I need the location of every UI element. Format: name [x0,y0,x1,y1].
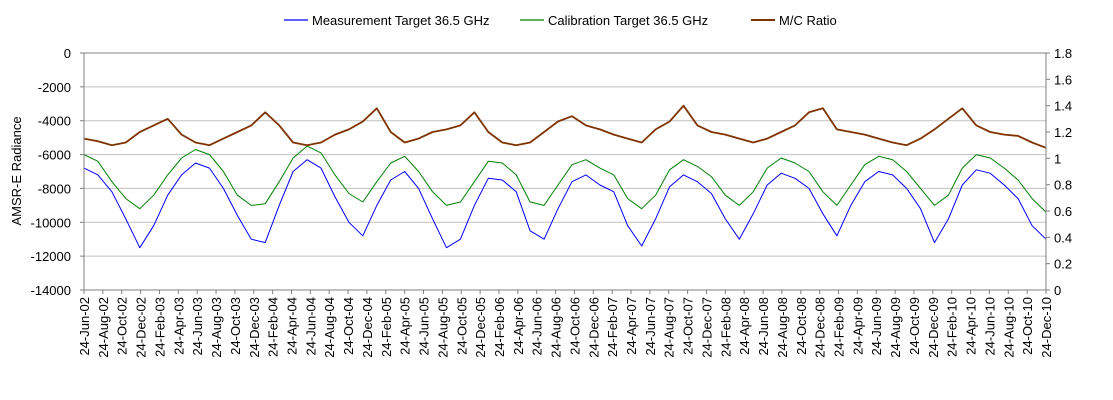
y-tick-label: 0 [64,46,71,61]
x-axis: 24-Jun-02 24-Aug-02 24-Oct-02 24-Dec-02 24-F… [77,290,1054,358]
y2-tick-label: 0 [1054,283,1061,298]
x-tick-label: 24-Feb-08 [718,297,733,357]
y2-tick-label: 1 [1054,151,1061,166]
series-group [83,104,1047,249]
y-tick-label: -8000 [38,181,71,196]
x-tick-label: 24-Aug-07 [662,297,677,358]
x-tick-label: 24-Dec-05 [473,297,488,358]
x-tick-label: 24-Jun-06 [530,297,545,356]
legend: Measurement Target 36.5 GHz Calibration … [284,13,837,28]
x-tick-label: 24-Apr-06 [511,297,526,355]
y2-tick-label: 1.4 [1054,99,1072,114]
x-tick-label: 24-Feb-03 [152,297,167,357]
x-tick-label: 24-Aug-02 [96,297,111,358]
y-tick-label: -6000 [38,148,71,163]
x-tick-label: 24-Apr-08 [737,297,752,355]
x-tick-label: 24-Apr-10 [964,297,979,355]
plot-area-frame [83,52,1047,291]
x-tick-label: 24-Oct-04 [341,297,356,355]
x-tick-label: 24-Dec-03 [247,297,262,358]
x-tick-label: 24-Oct-06 [567,297,582,355]
y2-tick-label: 0.8 [1054,178,1072,193]
y2-tick-label: 1.6 [1054,72,1072,87]
y-tick-label: -10000 [31,215,71,230]
x-tick-label: 24-Dec-07 [699,297,714,358]
y2-tick-label: 1.8 [1054,46,1072,61]
x-tick-label: 24-Dec-10 [1039,297,1054,358]
x-tick-label: 24-Feb-06 [492,297,507,357]
x-tick-label: 24-Feb-09 [832,297,847,357]
x-tick-label: 24-Feb-10 [945,297,960,357]
x-tick-label: 24-Jun-03 [190,297,205,356]
x-tick-label: 24-Aug-04 [322,297,337,358]
x-tick-label: 24-Oct-09 [907,297,922,355]
x-tick-label: 24-Jun-09 [869,297,884,356]
x-tick-label: 24-Apr-07 [624,297,639,355]
x-tick-label: 24-Aug-10 [1001,297,1016,358]
y-axis-right: 1.8 1.6 1.4 1.2 1 0.8 0.6 0.4 0.2 0 [1046,46,1072,298]
x-tick-label: 24-Oct-10 [1020,297,1035,355]
x-tick-label: 24-Dec-09 [926,297,941,358]
x-tick-label: 24-Jun-07 [643,297,658,356]
y-axis-left: 0 -2000 -4000 -6000 -8000 -10000 -12000 -14000 [31,46,84,298]
y-axis-title: AMSR-E Radiance [9,116,24,225]
x-tick-label: 24-Aug-09 [888,297,903,358]
x-tick-label: 24-Feb-04 [266,297,281,357]
x-tick-label: 24-Aug-08 [775,297,790,358]
x-tick-label: 24-Aug-03 [209,297,224,358]
x-tick-label: 24-Jun-02 [77,297,92,356]
x-tick-label: 24-Jun-08 [756,297,771,356]
x-tick-label: 24-Dec-08 [813,297,828,358]
legend-label-calibration: Calibration Target 36.5 GHz [548,13,708,28]
x-tick-label: 24-Oct-08 [794,297,809,355]
x-tick-label: 24-Oct-02 [115,297,130,355]
y2-tick-label: 0.4 [1054,230,1072,245]
x-tick-label: 24-Apr-03 [171,297,186,355]
x-tick-label: 24-Dec-04 [360,297,375,358]
x-tick-label: 24-Oct-07 [681,297,696,355]
x-tick-label: 24-Jun-10 [982,297,997,356]
x-tick-label: 24-Feb-07 [605,297,620,357]
y2-tick-label: 0.2 [1054,257,1072,272]
x-tick-label: 24-Apr-04 [284,297,299,355]
series-line-measurement-target-36-5-ghz [83,159,1047,249]
x-tick-label: 24-Dec-02 [134,297,149,358]
y-tick-label: -4000 [38,114,71,129]
x-tick-label: 24-Oct-03 [228,297,243,355]
x-tick-label: 24-Apr-09 [850,297,865,355]
x-tick-label: 24-Feb-05 [379,297,394,357]
legend-label-ratio: M/C Ratio [779,13,837,28]
y-tick-label: -14000 [31,283,71,298]
y2-tick-label: 1.2 [1054,125,1072,140]
x-tick-label: 24-Aug-05 [435,297,450,358]
y-tick-label: -12000 [31,249,71,264]
gridlines [84,52,1046,291]
x-tick-label: 24-Dec-06 [586,297,601,358]
y-tick-label: -2000 [38,80,71,95]
series-line-calibration-target-36-5-ghz [83,145,1047,213]
x-tick-label: 24-Oct-05 [454,297,469,355]
x-tick-label: 24-Jun-04 [303,297,318,356]
y2-tick-label: 0.6 [1054,204,1072,219]
series-line-m-c-ratio [83,104,1047,149]
legend-label-measurement: Measurement Target 36.5 GHz [312,13,490,28]
x-tick-label: 24-Aug-06 [549,297,564,358]
x-tick-label: 24-Jun-05 [417,297,432,356]
x-tick-label: 24-Apr-05 [398,297,413,355]
